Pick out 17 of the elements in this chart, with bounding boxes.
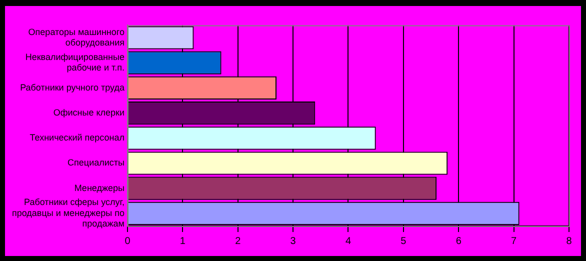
y-tick-label: Работники ручного труда	[20, 82, 124, 92]
y-tick-label: Неквалифицированные рабочие и т.п.	[25, 52, 124, 73]
y-tick-label: Менеджеры	[74, 182, 124, 193]
x-tick-label: 1	[180, 236, 186, 247]
x-tick-label: 3	[290, 236, 296, 247]
y-tick-label: Специалисты	[68, 158, 124, 168]
x-tick-label: 5	[400, 236, 407, 247]
y-tick-label: Работники сферы услуг, продавцы и менеджеры по продажам	[12, 197, 124, 229]
x-tick-label: 2	[235, 236, 242, 247]
y-tick-label: Операторы машинного оборудования	[28, 26, 125, 48]
y-tick-label: Технический персонал	[30, 132, 124, 143]
x-tick-label: 7	[511, 236, 518, 247]
x-tick-label: 0	[124, 236, 131, 247]
y-tick-label: Офисные клерки	[53, 108, 124, 118]
x-tick-label: 4	[345, 236, 352, 247]
x-tick-label: 8	[566, 236, 572, 247]
x-tick-label: 6	[456, 236, 462, 247]
